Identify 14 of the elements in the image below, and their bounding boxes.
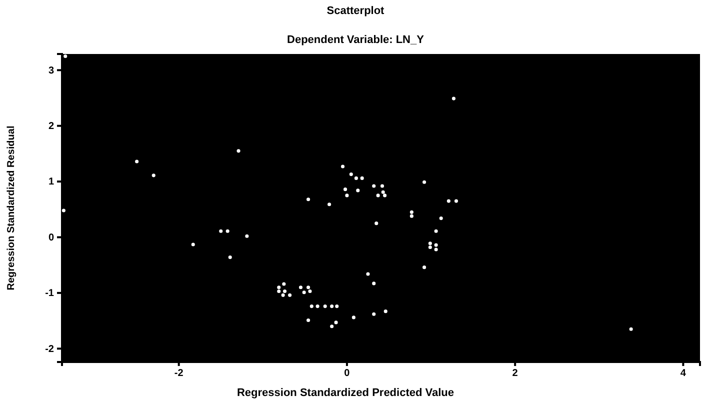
y-axis-title: Regression Standardized Residual <box>6 126 17 290</box>
y-tick-label: 1 <box>48 176 54 188</box>
y-tick-label: 3 <box>48 65 54 76</box>
x-tick-label: -2 <box>174 368 184 380</box>
x-tick-label: 4 <box>680 368 686 380</box>
y-tick-label: 0 <box>48 232 54 244</box>
x-axis-title: Regression Standardized Predicted Value <box>236 387 454 399</box>
chart-subtitle: Dependent Variable: LN_Y <box>287 34 425 46</box>
x-tick-label: 2 <box>512 368 518 380</box>
x-tick-label: 0 <box>344 368 350 380</box>
y-tick-label: -1 <box>45 288 54 300</box>
y-tick-label: -2 <box>45 344 54 355</box>
y-tick-label: 2 <box>48 121 54 132</box>
chart-title: Scatterplot <box>326 5 385 17</box>
